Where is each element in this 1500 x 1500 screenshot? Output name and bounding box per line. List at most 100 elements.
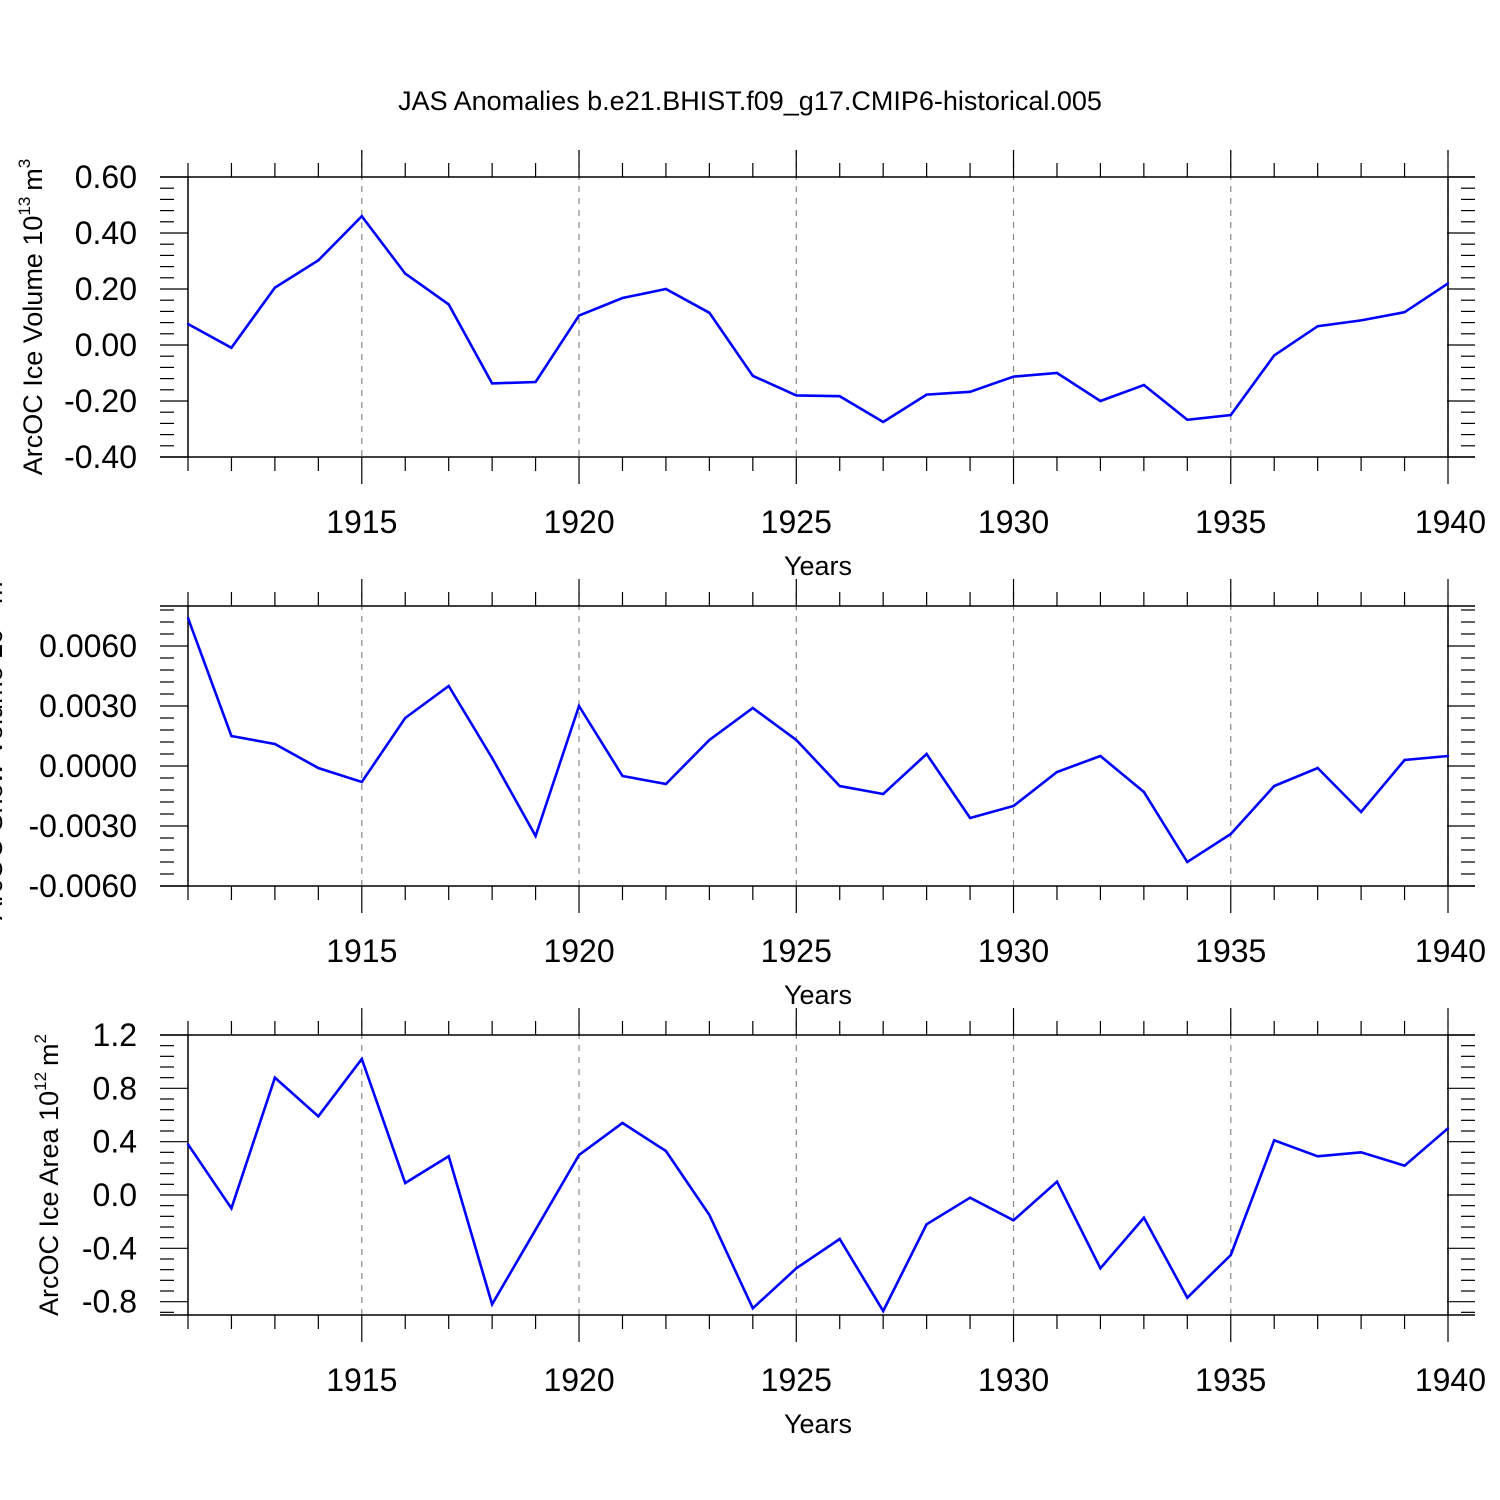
data-point <box>577 1153 581 1157</box>
data-point <box>1229 413 1232 417</box>
data-point <box>534 380 537 384</box>
x-tick-label: 1935 <box>1195 504 1266 540</box>
x-tick-label: 1920 <box>543 933 614 969</box>
x-tick-label: 1915 <box>326 504 397 540</box>
data-point <box>186 1143 190 1146</box>
data-point <box>447 684 450 688</box>
series-line <box>186 1056 1449 1314</box>
data-point <box>621 774 624 778</box>
x-tick-label: 1920 <box>543 504 614 540</box>
data-point <box>925 393 928 396</box>
data-point <box>881 1309 885 1313</box>
data-point <box>1055 371 1059 375</box>
data-point <box>490 1303 494 1306</box>
data-point <box>1099 399 1102 403</box>
data-point <box>751 1307 755 1310</box>
data-point <box>1359 810 1363 814</box>
data-point <box>1273 354 1276 357</box>
data-point <box>273 1076 277 1079</box>
data-point <box>1012 375 1015 378</box>
y-axis-label-text: ArcOC Ice Volume 10 <box>18 216 48 476</box>
data-point <box>838 1237 841 1241</box>
data-point <box>1012 1219 1015 1222</box>
data-point <box>1316 766 1319 770</box>
data-point <box>404 1181 407 1185</box>
x-tick-label: 1915 <box>326 1362 397 1398</box>
data-point <box>1099 754 1102 758</box>
y-axis-label-unit: m <box>18 168 48 191</box>
data-point <box>1403 758 1406 762</box>
data-point <box>708 1213 711 1217</box>
y-axis-label: ArcOC Ice Volume 1013 m3 <box>15 159 48 476</box>
y-tick-label: -0.4 <box>82 1230 137 1266</box>
y-tick-label: -0.0060 <box>28 868 137 904</box>
x-tick-label: 1940 <box>1415 504 1486 540</box>
data-point <box>230 734 233 738</box>
data-point <box>1316 1155 1319 1158</box>
data-point <box>490 382 494 385</box>
data-point <box>317 1115 320 1118</box>
data-point <box>1055 1180 1059 1183</box>
y-tick-label: 0.4 <box>93 1124 137 1160</box>
data-point <box>621 1121 624 1125</box>
y-axis-label-exponent: 12 <box>31 1072 50 1091</box>
data-point <box>1186 418 1189 421</box>
data-point <box>1142 383 1146 387</box>
y-tick-label: 0.8 <box>93 1070 137 1106</box>
data-point <box>490 756 494 760</box>
data-point <box>925 752 928 756</box>
y-tick-label: -0.0030 <box>28 808 137 844</box>
data-point <box>1446 1127 1450 1130</box>
data-point <box>404 716 407 720</box>
data-point <box>577 314 581 317</box>
y-axis-label-text: ArcOC Ice Area 10 <box>34 1091 64 1316</box>
data-point <box>1055 770 1059 774</box>
data-point <box>230 346 233 349</box>
x-axis-label: Years <box>784 980 852 1010</box>
x-tick-label: 1935 <box>1195 933 1266 969</box>
data-point <box>317 766 320 770</box>
x-tick-label: 1925 <box>761 1362 832 1398</box>
y-tick-label: 0.0 <box>93 1177 137 1213</box>
data-point <box>360 1057 363 1061</box>
data-point <box>664 287 668 291</box>
x-axis-label: Years <box>784 1409 852 1439</box>
data-point <box>1229 1253 1232 1257</box>
y-tick-label: 0.40 <box>75 215 137 251</box>
data-point <box>534 834 537 838</box>
data-point <box>1446 282 1450 285</box>
data-point <box>186 322 190 326</box>
y-tick-label: -0.20 <box>64 383 137 419</box>
data-point <box>795 738 798 742</box>
data-point <box>795 1267 798 1270</box>
y-tick-label: 0.00 <box>75 327 137 363</box>
data-point <box>230 1207 233 1210</box>
data-point <box>621 296 624 300</box>
y-axis-label-exponent: 13 <box>15 197 34 216</box>
x-tick-label: 1940 <box>1415 933 1486 969</box>
data-point <box>838 395 841 398</box>
data-point <box>1142 790 1146 794</box>
series-line <box>187 214 1449 424</box>
data-point <box>1316 325 1319 328</box>
data-point <box>1446 754 1450 758</box>
data-point <box>1099 1267 1102 1270</box>
data-point <box>968 816 972 820</box>
data-point <box>1273 784 1276 788</box>
panels: -0.40 -0.20 0.00 0.20 0.40 0.60 1915 1920 1925 19… <box>0 150 1486 1439</box>
data-point <box>664 782 668 786</box>
y-tick-label: 0.60 <box>75 159 137 195</box>
data-point <box>360 780 363 784</box>
x-tick-label: 1930 <box>978 504 1049 540</box>
series-line <box>186 617 1449 864</box>
y-axis-label-unit-exponent: 2 <box>31 1034 50 1043</box>
y-axis-label: ArcOC Ice Area 1012 m2 <box>31 1034 64 1316</box>
data-point <box>881 420 885 424</box>
y-axis-label: ArcOC Snow Volume 1013m3 <box>0 572 8 920</box>
data-point <box>925 1223 928 1226</box>
x-tick-label: 1925 <box>761 933 832 969</box>
x-tick-label: 1920 <box>543 1362 614 1398</box>
data-point <box>1186 1296 1189 1299</box>
y-tick-label: 0.0000 <box>39 748 137 784</box>
